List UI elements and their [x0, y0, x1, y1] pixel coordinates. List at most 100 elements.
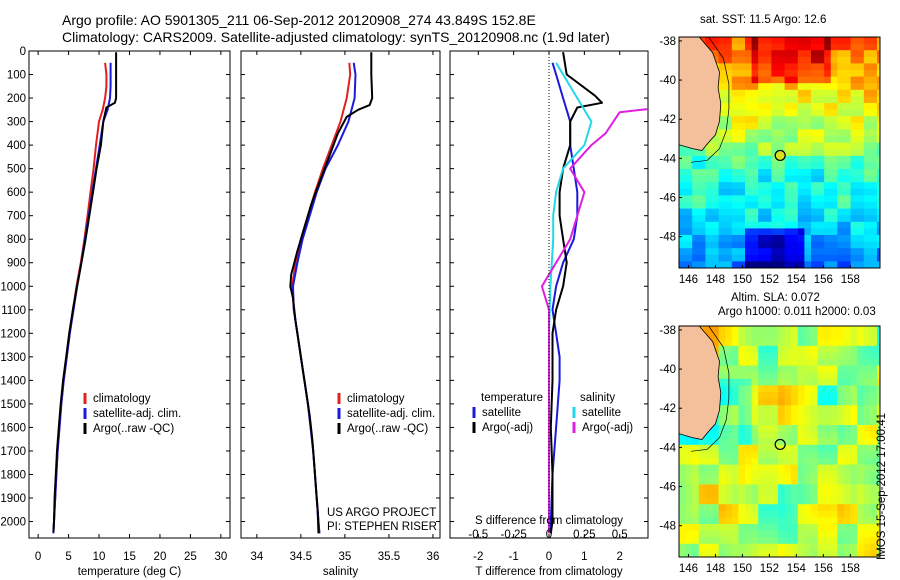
- map-cell: [844, 504, 851, 512]
- map-cell: [758, 221, 766, 229]
- map-cell: [698, 524, 706, 531]
- map-cell: [712, 215, 719, 223]
- map-cell: [731, 339, 739, 347]
- map-cell: [718, 372, 726, 380]
- map-cell: [830, 228, 838, 236]
- map-cell: [817, 122, 825, 130]
- map-cell: [830, 451, 838, 459]
- map-cell: [857, 517, 865, 525]
- map-cell: [870, 405, 878, 413]
- map-cell: [712, 517, 719, 525]
- map-cell: [817, 70, 825, 77]
- map-cell: [764, 235, 772, 242]
- map-cell: [857, 378, 865, 386]
- map-cell: [745, 96, 752, 104]
- map-cell: [738, 76, 746, 84]
- map-cell: [771, 70, 779, 77]
- map-cell: [870, 175, 878, 183]
- map-cell: [797, 431, 805, 439]
- map-cell: [778, 497, 785, 505]
- map-cell: [758, 398, 766, 406]
- map-cell: [797, 411, 805, 419]
- map-cell: [738, 96, 746, 104]
- map-cell: [811, 524, 818, 531]
- map-cell: [791, 332, 799, 340]
- map-cell: [751, 122, 759, 130]
- map-cell: [817, 89, 825, 97]
- map-cell: [830, 471, 838, 479]
- map-cell: [863, 129, 871, 137]
- map-cell: [764, 63, 772, 71]
- map-cell: [817, 491, 825, 498]
- map-cell: [830, 37, 838, 44]
- map-cell: [850, 484, 858, 492]
- map-cell: [692, 188, 700, 196]
- y-tick-label: 200: [7, 93, 26, 105]
- map-cell: [811, 129, 818, 137]
- map-cell: [791, 116, 799, 124]
- map-cell: [811, 458, 818, 465]
- map-cell: [778, 56, 785, 64]
- difference-panel: -2 -1 0 1 2T difference from climatology-0.5…: [449, 50, 649, 578]
- map-cell: [712, 188, 719, 196]
- map-cell: [718, 43, 726, 51]
- map-cell: [778, 43, 785, 51]
- map-cell: [731, 235, 739, 242]
- map-cell: [758, 438, 766, 446]
- sst-map: 146 148 150 152 154 156 158-38-40-42-44-46-48: [659, 36, 881, 286]
- map-cell: [824, 195, 832, 203]
- map-cell: [725, 345, 733, 353]
- map-cell: [758, 56, 766, 64]
- map-cell: [817, 169, 825, 176]
- map-cell: [797, 63, 805, 71]
- map-cell: [738, 129, 746, 137]
- map-cell: [685, 182, 693, 190]
- map-cell: [771, 458, 779, 465]
- map-cell: [698, 261, 706, 268]
- map-cell: [797, 254, 805, 262]
- map-cell: [797, 50, 805, 58]
- map-cell: [837, 228, 845, 236]
- map-cell: [850, 261, 858, 268]
- map-cell: [718, 471, 726, 479]
- map-cell: [705, 477, 713, 485]
- x-tick-label: 35.5: [378, 551, 400, 563]
- map-cell: [758, 517, 766, 525]
- map-cell: [870, 103, 878, 110]
- map-cell: [758, 122, 766, 130]
- x-tick-label: 34: [250, 551, 263, 563]
- map-cell: [758, 464, 766, 472]
- map-cell: [778, 83, 785, 91]
- map-cell: [837, 530, 845, 538]
- map-cell: [837, 451, 845, 459]
- map-cell: [877, 537, 880, 545]
- map-cell: [685, 215, 693, 223]
- map-cell: [877, 129, 880, 137]
- map-cell: [877, 109, 880, 117]
- map-cell: [712, 155, 719, 163]
- map-cell: [705, 254, 713, 262]
- map-cell: [844, 359, 851, 366]
- map-cell: [718, 332, 726, 340]
- map-cell: [751, 188, 759, 196]
- x2-tick-label: 0.5: [612, 529, 628, 541]
- map-cell: [837, 444, 845, 452]
- map-cell: [837, 221, 845, 229]
- map-cell: [850, 431, 858, 439]
- map-cell: [837, 550, 845, 557]
- map-cell: [870, 332, 878, 340]
- map-cell: [824, 444, 832, 452]
- map-cell: [830, 103, 838, 110]
- map-cell: [811, 491, 818, 498]
- map-cell: [778, 122, 785, 130]
- map-cell: [837, 96, 845, 104]
- map-cell: [824, 352, 832, 360]
- map-cell: [731, 103, 739, 110]
- map-cell: [738, 484, 746, 492]
- map-cell: [830, 339, 838, 347]
- map-cell: [751, 202, 759, 209]
- map-cell: [797, 339, 805, 347]
- map-cell: [745, 464, 752, 472]
- map-cell: [778, 50, 785, 58]
- map-cell: [863, 491, 871, 498]
